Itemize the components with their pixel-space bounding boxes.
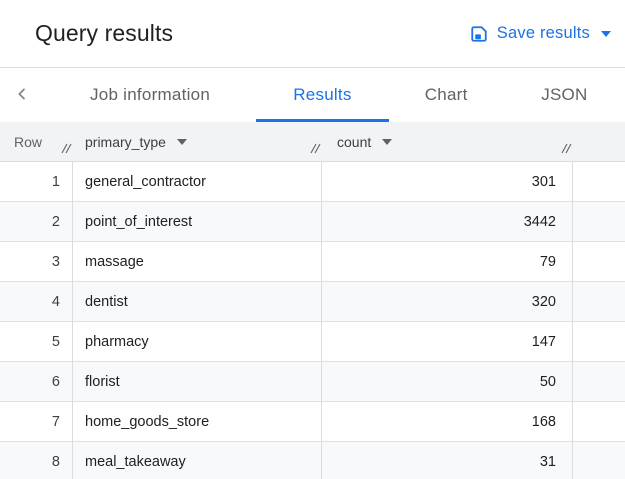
row-spacer-cell xyxy=(573,442,625,479)
tab-json[interactable]: JSON xyxy=(504,68,625,122)
results-header: Query results Save results xyxy=(0,0,625,68)
primary-type-cell[interactable]: massage xyxy=(73,242,322,281)
table-row: 6 florist 50 xyxy=(0,362,625,402)
page-title: Query results xyxy=(35,20,174,46)
row-spacer-cell xyxy=(573,162,625,201)
row-spacer-cell xyxy=(573,322,625,361)
row-index-cell: 7 xyxy=(0,402,73,441)
column-header-spacer xyxy=(573,122,625,161)
tab-label: Results xyxy=(293,85,352,104)
primary-type-cell[interactable]: pharmacy xyxy=(73,322,322,361)
column-menu-caret-icon[interactable] xyxy=(176,138,187,145)
table-row: 3 massage 79 xyxy=(0,242,625,282)
row-index-cell: 2 xyxy=(0,202,73,241)
column-header-row: Row xyxy=(0,122,73,161)
count-cell[interactable]: 320 xyxy=(322,282,573,321)
row-spacer-cell xyxy=(573,402,625,441)
primary-type-cell[interactable]: general_contractor xyxy=(73,162,322,201)
column-header-label: primary_type xyxy=(85,133,166,150)
table-row: 5 pharmacy 147 xyxy=(0,322,625,362)
column-resize-handle-icon[interactable] xyxy=(310,141,321,157)
count-cell[interactable]: 31 xyxy=(322,442,573,479)
row-index-cell: 4 xyxy=(0,282,73,321)
table-row: 2 point_of_interest 3442 xyxy=(0,202,625,242)
save-dropdown-caret-icon xyxy=(601,30,611,37)
row-spacer-cell xyxy=(573,202,625,241)
tab-job-information[interactable]: Job information xyxy=(44,68,257,122)
tab-results[interactable]: Results xyxy=(256,68,389,122)
row-index-cell: 5 xyxy=(0,322,73,361)
table-header-row: Row primary_type count xyxy=(0,122,625,162)
column-header-primary-type: primary_type xyxy=(73,122,322,161)
count-cell[interactable]: 147 xyxy=(322,322,573,361)
row-index-cell: 3 xyxy=(0,242,73,281)
save-results-label: Save results xyxy=(496,24,590,42)
primary-type-cell[interactable]: florist xyxy=(73,362,322,401)
row-spacer-cell xyxy=(573,362,625,401)
column-header-label: count xyxy=(337,133,372,150)
table-row: 8 meal_takeaway 31 xyxy=(0,442,625,479)
tabs-back-button[interactable] xyxy=(0,68,44,122)
count-cell[interactable]: 79 xyxy=(322,242,573,281)
row-index-cell: 1 xyxy=(0,162,73,201)
column-menu-caret-icon[interactable] xyxy=(382,138,393,145)
tab-chart[interactable]: Chart xyxy=(389,68,504,122)
column-resize-handle-icon[interactable] xyxy=(61,141,72,157)
row-spacer-cell xyxy=(573,282,625,321)
table-row: 1 general_contractor 301 xyxy=(0,162,625,202)
save-icon xyxy=(470,25,488,43)
count-cell[interactable]: 301 xyxy=(322,162,573,201)
primary-type-cell[interactable]: home_goods_store xyxy=(73,402,322,441)
table-row: 4 dentist 320 xyxy=(0,282,625,322)
tab-label: JSON xyxy=(541,85,588,104)
count-cell[interactable]: 3442 xyxy=(322,202,573,241)
column-header-count: count xyxy=(322,122,573,161)
count-cell[interactable]: 50 xyxy=(322,362,573,401)
primary-type-cell[interactable]: dentist xyxy=(73,282,322,321)
table-row: 7 home_goods_store 168 xyxy=(0,402,625,442)
primary-type-cell[interactable]: point_of_interest xyxy=(73,202,322,241)
table-body: 1 general_contractor 301 2 point_of_inte… xyxy=(0,162,625,479)
results-table: Row primary_type count xyxy=(0,122,625,479)
primary-type-cell[interactable]: meal_takeaway xyxy=(73,442,322,479)
column-header-label: Row xyxy=(14,133,43,150)
results-tabbar: Job information Results Chart JSON xyxy=(0,68,625,122)
tab-label: Job information xyxy=(90,85,211,104)
row-spacer-cell xyxy=(573,242,625,281)
count-cell[interactable]: 168 xyxy=(322,402,573,441)
row-index-cell: 6 xyxy=(0,362,73,401)
row-index-cell: 8 xyxy=(0,442,73,479)
save-results-button[interactable]: Save results xyxy=(470,24,611,43)
column-resize-handle-icon[interactable] xyxy=(561,141,572,157)
tab-label: Chart xyxy=(424,85,468,104)
chevron-left-icon xyxy=(14,86,30,105)
